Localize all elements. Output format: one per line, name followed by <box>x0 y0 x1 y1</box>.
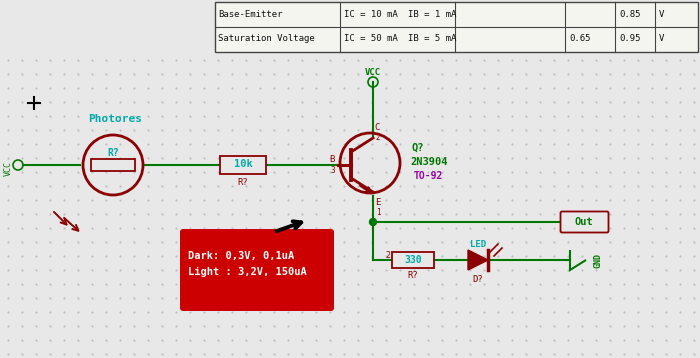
Text: C: C <box>374 122 379 131</box>
Text: IC = 10 mA: IC = 10 mA <box>344 10 398 19</box>
Bar <box>91 159 135 171</box>
Polygon shape <box>468 250 488 270</box>
Text: IB = 1 mA: IB = 1 mA <box>408 10 456 19</box>
Text: IB = 5 mA: IB = 5 mA <box>408 34 456 43</box>
Text: Q?: Q? <box>412 143 424 153</box>
Text: Saturation Voltage: Saturation Voltage <box>218 34 315 43</box>
Text: Light : 3,2V, 150uA: Light : 3,2V, 150uA <box>188 267 307 277</box>
Text: 2: 2 <box>386 252 391 261</box>
Bar <box>220 156 266 174</box>
Text: 3: 3 <box>330 165 335 174</box>
Text: E: E <box>375 198 381 207</box>
Text: Dark: 0,3V, 0,1uA: Dark: 0,3V, 0,1uA <box>188 251 294 261</box>
Text: V: V <box>659 10 664 19</box>
Bar <box>392 252 434 268</box>
FancyBboxPatch shape <box>180 229 334 311</box>
Text: 2N3904: 2N3904 <box>410 157 447 167</box>
Text: V: V <box>659 34 664 43</box>
Text: TO-92: TO-92 <box>414 171 443 181</box>
Circle shape <box>370 218 377 226</box>
Text: 2: 2 <box>376 132 380 141</box>
Text: 330: 330 <box>404 255 422 265</box>
Text: VCC: VCC <box>365 68 381 77</box>
Text: R?: R? <box>407 271 419 281</box>
Text: 0.85: 0.85 <box>619 10 640 19</box>
Text: VCC: VCC <box>4 160 13 175</box>
Text: D?: D? <box>473 276 484 285</box>
Text: 10k: 10k <box>234 159 253 169</box>
Text: Photores: Photores <box>88 114 142 124</box>
Bar <box>215 2 698 52</box>
Text: IC = 50 mA: IC = 50 mA <box>344 34 398 43</box>
Text: R?: R? <box>107 148 119 158</box>
Text: B: B <box>329 155 335 164</box>
Text: Base-Emitter: Base-Emitter <box>218 10 283 19</box>
Text: GND: GND <box>594 252 603 267</box>
Text: 1: 1 <box>376 208 380 217</box>
FancyBboxPatch shape <box>561 212 608 232</box>
Text: Out: Out <box>575 217 594 227</box>
Text: LED: LED <box>470 240 486 248</box>
Text: 0.65: 0.65 <box>569 34 591 43</box>
Text: 0.95: 0.95 <box>619 34 640 43</box>
Text: R?: R? <box>237 178 248 187</box>
